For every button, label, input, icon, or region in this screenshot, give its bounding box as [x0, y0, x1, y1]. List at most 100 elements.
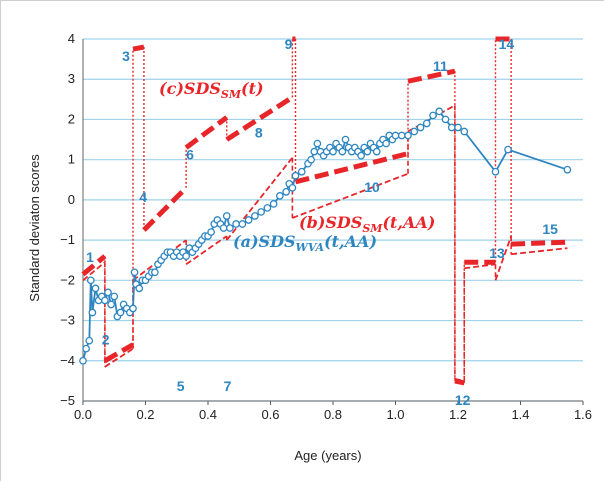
axes [82, 39, 584, 405]
annotation-a-sub: WVA [296, 241, 325, 254]
series-a-point [135, 284, 144, 293]
segment-label-6: 6 [186, 147, 194, 163]
y-tick-label: 1 [68, 152, 75, 167]
series-c-segment [81, 254, 107, 277]
series-a-point [107, 300, 115, 309]
series-a-point [101, 296, 109, 305]
x-tick-label: 0.6 [261, 407, 279, 422]
series-a-point [251, 212, 259, 220]
series-c [81, 36, 568, 386]
series-c-segment [454, 378, 465, 386]
series-a-point [232, 220, 240, 228]
x-tick-label: 1.0 [386, 407, 404, 422]
series-a-point [391, 131, 400, 140]
y-tick-label: −1 [60, 232, 75, 247]
series-a-point [410, 127, 419, 136]
series-a-point [447, 123, 456, 132]
series-b-segment [292, 172, 409, 219]
x-tick-label: 0.2 [136, 407, 154, 422]
series-a-point [116, 308, 125, 317]
segment-label-11: 11 [433, 58, 448, 74]
series-b-segment [132, 239, 187, 282]
y-tick-label: −3 [60, 313, 75, 328]
series-a-point [297, 167, 306, 176]
series-a-point [357, 151, 365, 160]
series-c-segment [142, 186, 188, 232]
series-a-point [363, 147, 372, 156]
annotation-b: (b)SDSSM(t,AA) [299, 213, 435, 235]
series-a-point [397, 131, 406, 140]
series-a [79, 107, 572, 365]
series-a-point [307, 155, 315, 164]
series-a-point [110, 292, 119, 301]
y-tick-label: 2 [68, 111, 75, 126]
series-b-segment [494, 235, 512, 281]
series-b-segment [464, 263, 496, 270]
series-a-point [504, 145, 512, 154]
series-c-segment [132, 44, 145, 52]
series-a-point [86, 276, 95, 285]
annotation-b-args: (t,AA) [382, 213, 435, 232]
series-b-segment [511, 247, 568, 256]
segment-label-1: 1 [86, 249, 94, 265]
annotation-a: (a)SDSWVA(t,AA) [233, 232, 377, 254]
series-a-point [416, 123, 425, 132]
y-axis-title: Standard deviaton scores [27, 154, 42, 302]
series-a-point [182, 252, 190, 261]
series-c-segment [184, 115, 229, 150]
series-b-segment [82, 261, 106, 282]
series-a-point [91, 284, 100, 293]
annotation-c: (c)SDSSM(t) [159, 79, 264, 101]
series-a-point [382, 139, 390, 148]
x-tick-label: 1.4 [511, 407, 529, 422]
series-b-segment [185, 235, 228, 265]
segment-label-4: 4 [139, 189, 147, 205]
series-a-point [226, 224, 234, 232]
series-a-point [422, 119, 431, 128]
y-tick-label: 4 [68, 31, 75, 46]
x-tick-labels: 0.0 0.2 0.4 0.6 0.8 1.0 1.2 1.4 1.6 [74, 407, 592, 422]
series-c-segment [225, 95, 294, 142]
series-a-point [435, 107, 444, 116]
series-a-point [341, 135, 350, 144]
x-tick-label: 0.0 [74, 407, 92, 422]
y-tick-label: −2 [60, 272, 75, 287]
x-tick-label: 0.8 [324, 407, 342, 422]
series-a-point [282, 187, 290, 196]
series-c-segment [103, 342, 135, 363]
series-a-point [244, 216, 253, 224]
segment-label-9: 9 [285, 36, 293, 52]
series-a-point [454, 123, 462, 132]
y-tick-label: 3 [68, 71, 75, 86]
segment-label-15: 15 [542, 221, 558, 237]
series-a-point [219, 224, 228, 232]
series-a-point [257, 208, 265, 216]
series-a-point [104, 288, 112, 297]
y-tick-label: 0 [68, 192, 75, 207]
series-a-point [313, 139, 322, 148]
series-a-point [129, 304, 137, 313]
series-a-point [79, 356, 87, 365]
annotation-c-main: (c)SDS [159, 79, 221, 98]
series-a-point [151, 268, 159, 277]
series-a-point [276, 192, 284, 200]
x-axis-title: Age (years) [294, 448, 361, 463]
segment-label-5: 5 [177, 378, 185, 394]
segment-label-14: 14 [499, 36, 515, 52]
series-a-point [130, 268, 139, 277]
y-tick-labels: −5 −4 −3 −2 −1 0 1 2 3 4 [60, 31, 75, 408]
series-a-point [85, 336, 94, 345]
series-a-point [338, 147, 347, 156]
annotation-c-sub: SM [221, 88, 242, 101]
x-tick-label: 0.4 [199, 407, 217, 422]
series-a-point [563, 165, 572, 174]
x-tick-label: 1.2 [449, 407, 467, 422]
segment-label-3: 3 [122, 48, 130, 64]
segment-label-13: 13 [489, 245, 505, 261]
annotation-a-main: (a)SDS [233, 232, 296, 251]
annotation-b-sub: SM [362, 222, 383, 235]
segment-label-2: 2 [102, 332, 110, 348]
